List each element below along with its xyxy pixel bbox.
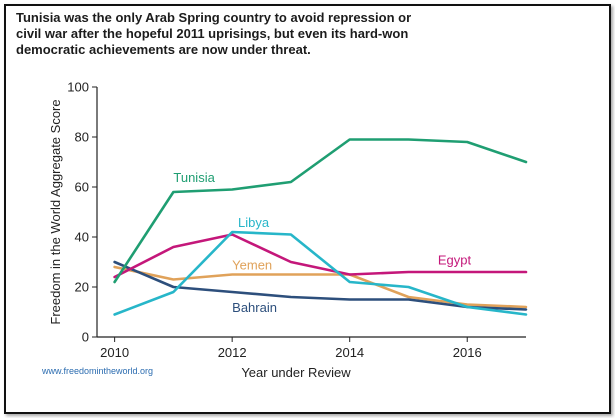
y-axis-title: Freedom in the World Aggregate Score <box>48 99 63 324</box>
y-tick-label: 60 <box>75 180 89 195</box>
x-axis-title: Year under Review <box>241 365 351 380</box>
series-line-libya <box>113 230 528 316</box>
series-labels: Tunisia Libya Egypt Yemen Bahrain <box>173 170 471 315</box>
y-tick-label: 0 <box>82 330 89 345</box>
series-lines <box>113 138 528 316</box>
series-line-bahrain <box>113 260 528 311</box>
y-tick-label: 80 <box>75 130 89 145</box>
series-label-egypt: Egypt <box>438 253 472 268</box>
axes: 0 20 40 60 80 100 2010 2012 2014 2016 <box>67 80 526 360</box>
chart-title: Tunisia was the only Arab Spring country… <box>16 10 486 58</box>
series-label-tunisia: Tunisia <box>173 170 215 185</box>
chart-title-line: Tunisia was the only Arab Spring country… <box>16 10 412 25</box>
x-tick-label: 2010 <box>100 345 129 360</box>
series-label-bahrain: Bahrain <box>232 300 277 315</box>
y-tick-label: 20 <box>75 280 89 295</box>
series-label-yemen: Yemen <box>232 258 272 273</box>
chart-title-line: democratic achievements are now under th… <box>16 42 311 57</box>
series-label-libya: Libya <box>238 215 270 230</box>
y-tick-label: 100 <box>67 80 89 95</box>
y-tick-label: 40 <box>75 230 89 245</box>
chart-title-line: civil war after the hopeful 2011 uprisin… <box>16 26 409 41</box>
x-tick-label: 2016 <box>453 345 482 360</box>
series-line-egypt <box>113 233 528 279</box>
x-tick-label: 2014 <box>335 345 364 360</box>
chart-frame <box>4 4 611 414</box>
source-link[interactable]: www.freedomintheworld.org <box>42 366 154 376</box>
x-tick-label: 2012 <box>218 345 247 360</box>
series-line-tunisia <box>113 138 528 284</box>
